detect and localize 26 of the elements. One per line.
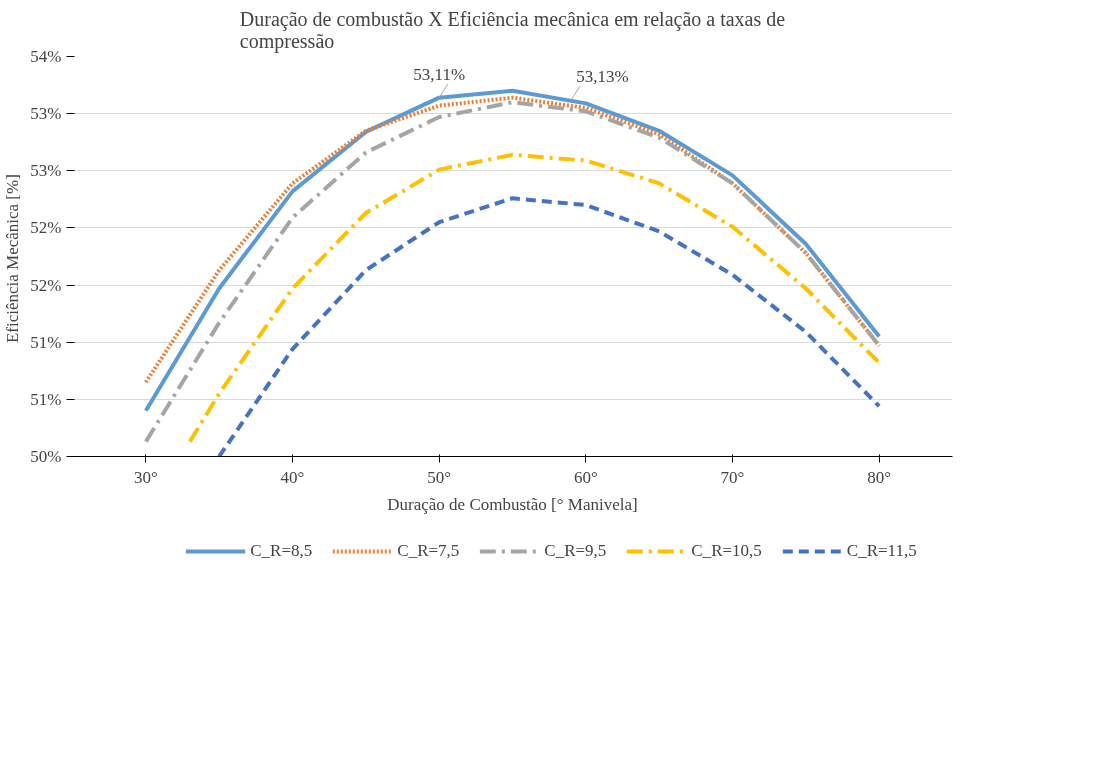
y-tick-label: 51% [30, 332, 62, 352]
x-tick-label: 70° [720, 467, 745, 487]
y-tick-label: 52% [30, 218, 62, 238]
legend-label: C_R=10,5 [691, 541, 762, 561]
y-axis-title: Eficiência Mecânica [%] [3, 174, 23, 344]
annotation: 53,13% [576, 66, 629, 86]
x-tick-label: 50° [427, 467, 452, 487]
annotation: 53,11% [413, 64, 466, 84]
y-tick-label: 53% [30, 161, 62, 181]
x-tick-label: 60° [573, 467, 598, 487]
y-tick-label: 51% [30, 389, 62, 409]
x-axis-title: Duração de Combustão [° Manivela] [387, 494, 638, 514]
x-tick-label: 40° [280, 467, 305, 487]
x-tick-label: 80° [867, 467, 892, 487]
legend-label: C_R=7,5 [397, 541, 460, 561]
y-tick-label: 50% [30, 447, 62, 466]
legend-label: C_R=9,5 [544, 541, 607, 561]
y-tick-label: 53% [30, 104, 62, 124]
x-tick-label: 30° [133, 467, 158, 487]
line-series [187, 152, 882, 444]
y-tick-label: 52% [30, 275, 62, 295]
legend-label: C_R=8,5 [250, 541, 313, 561]
legend-label: C_R=11,5 [846, 541, 917, 561]
y-tick-label: 54% [30, 47, 62, 66]
chart-title: Duração de combustão X Eficiência mecânica em relação a taxas de compressão [239, 7, 786, 53]
line-series [217, 196, 882, 457]
